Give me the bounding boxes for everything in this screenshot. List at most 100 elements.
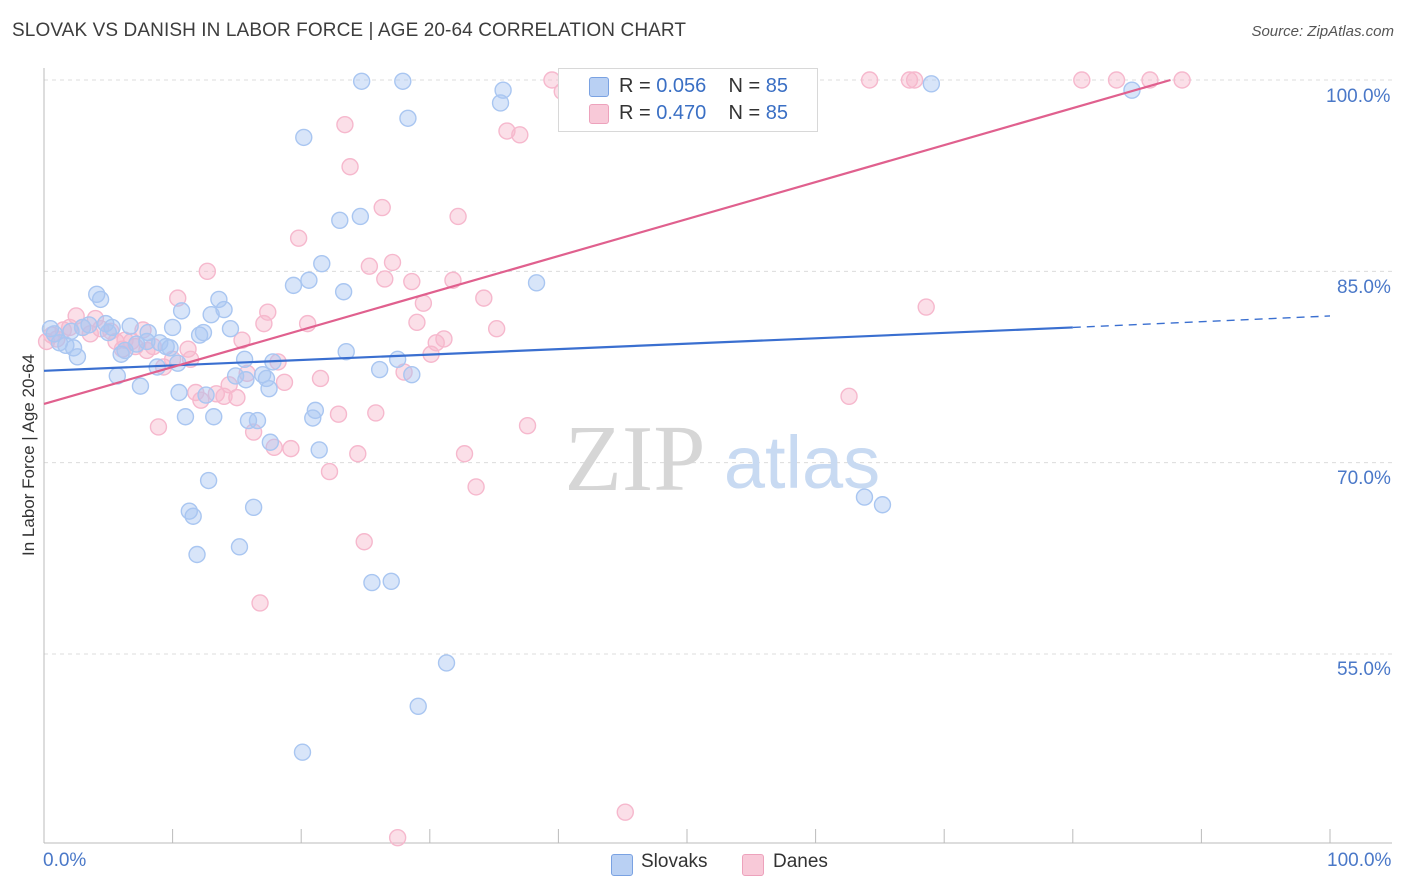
n-value: 85 [765, 102, 789, 124]
danes-point [149, 418, 168, 436]
danes-point [360, 257, 379, 275]
danes-point [169, 289, 187, 307]
slovaks-point [363, 573, 381, 592]
slovaks-point [202, 306, 220, 324]
danes-point [282, 439, 300, 458]
legend-stats: R = 0.056 N = 85 R = 0.470 N = 85 [558, 68, 818, 132]
slovaks-point [139, 323, 157, 342]
danes-trend-line [43, 78, 1171, 406]
slovaks-point [91, 290, 110, 309]
danes-point [311, 369, 330, 388]
danes-point [220, 376, 238, 394]
y-tick-label-85: 85.0% [1337, 277, 1391, 298]
slovaks-point [399, 109, 417, 127]
danes-point [511, 126, 529, 144]
legend-danes-swatch [742, 854, 764, 876]
legend-danes-label: Danes [773, 851, 828, 872]
danes-point [251, 594, 269, 612]
slovaks-point [170, 383, 188, 402]
danes-point [233, 331, 251, 349]
slovaks-point [922, 75, 941, 93]
x-tick-label-min: 0.0% [43, 850, 87, 871]
slovaks-point [235, 350, 254, 369]
danes-point [467, 478, 485, 496]
danes-point [367, 404, 385, 422]
slovaks-point [873, 496, 892, 514]
axes [43, 68, 1392, 844]
slovaks-point [527, 274, 546, 292]
slovaks-point [370, 360, 389, 379]
slovaks-point [226, 367, 245, 385]
danes-point [518, 416, 537, 435]
legend-row-slovaks: R = 0.056 N = 85 [619, 75, 788, 98]
r-value: 0.470 [656, 102, 707, 124]
danes-point [289, 229, 308, 247]
slovaks-point [121, 317, 139, 335]
legend-slovaks-swatch [611, 854, 633, 876]
legend-row-danes: R = 0.470 N = 85 [619, 102, 788, 125]
y-axis-label: In Labor Force | Age 20-64 [19, 354, 38, 556]
chart-title: SLOVAK VS DANISH IN LABOR FORCE | AGE 20… [12, 20, 687, 41]
slovaks-point [184, 507, 202, 525]
slovaks-point [331, 211, 349, 230]
slovaks-point [131, 377, 150, 395]
danes-point [840, 387, 858, 406]
slovaks-point [394, 72, 412, 90]
slovaks-point [176, 408, 195, 426]
danes-point [860, 71, 879, 89]
danes-point [376, 270, 394, 288]
slovaks-point [188, 545, 206, 564]
slovaks-point [172, 302, 191, 320]
slovaks-point [45, 325, 63, 343]
slovaks-point [221, 320, 240, 338]
danes-point [336, 115, 354, 134]
slovaks-point [194, 323, 213, 342]
danes-point [1107, 71, 1126, 89]
r-label: R = [619, 102, 657, 124]
slovaks-point [80, 316, 98, 334]
trend-lines [43, 78, 1331, 406]
watermark-atlas: atlas [724, 421, 880, 504]
danes-point [329, 405, 348, 423]
slovaks-point [337, 342, 355, 361]
watermark-zip: ZIP [565, 407, 706, 511]
slovaks-point [161, 339, 179, 357]
danes-point [349, 445, 367, 463]
slovaks-point [388, 350, 407, 369]
slovaks-point [494, 81, 512, 99]
slovaks-point [491, 94, 510, 112]
danes-point [900, 71, 919, 89]
danes-point [917, 298, 935, 316]
slovaks-point [382, 572, 400, 590]
danes-swatch [589, 104, 609, 124]
y-tick-label-100: 100.0% [1326, 86, 1391, 107]
x-tick-label-max: 100.0% [1327, 850, 1392, 871]
slovaks-point [409, 697, 427, 715]
slovaks-point [295, 128, 313, 147]
n-label: N = [728, 102, 766, 124]
slovaks-point [205, 408, 223, 426]
danes-point [341, 158, 359, 176]
danes-point [259, 303, 277, 321]
danes-point [198, 262, 217, 281]
r-label: R = [619, 75, 657, 97]
danes-point [616, 803, 634, 821]
y-tick-label-55: 55.0% [1337, 659, 1391, 680]
danes-point [1173, 71, 1191, 89]
slovaks-point [163, 318, 182, 337]
slovaks-point [68, 348, 87, 366]
watermark: ZIP atlas [565, 407, 881, 511]
slovaks-point [244, 498, 263, 517]
danes-point [355, 533, 373, 551]
slovaks-point [239, 411, 258, 430]
slovaks-point [313, 254, 331, 273]
slovaks-point [352, 72, 371, 90]
slovaks-point [855, 488, 874, 506]
source-label: Source: ZipAtlas.com [1251, 23, 1394, 40]
slovaks-trend-extension [1072, 315, 1331, 329]
danes-point [373, 198, 391, 217]
danes-point [498, 122, 516, 140]
slovaks-point [293, 743, 312, 761]
danes-point [275, 373, 294, 392]
